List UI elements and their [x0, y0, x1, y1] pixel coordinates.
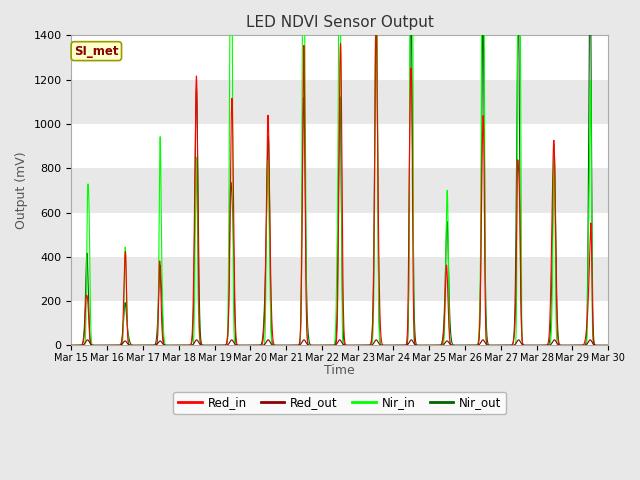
Bar [72, 213, 608, 257]
Title: LED NDVI Sensor Output: LED NDVI Sensor Output [246, 15, 434, 30]
Y-axis label: Output (mV): Output (mV) [15, 152, 28, 229]
Bar [72, 257, 608, 301]
Bar [72, 301, 608, 346]
X-axis label: Time: Time [324, 364, 355, 377]
Bar [72, 168, 608, 213]
Bar [72, 80, 608, 124]
Legend: Red_in, Red_out, Nir_in, Nir_out: Red_in, Red_out, Nir_in, Nir_out [173, 392, 506, 414]
Bar [72, 36, 608, 80]
Bar [72, 124, 608, 168]
Text: SI_met: SI_met [74, 45, 118, 58]
